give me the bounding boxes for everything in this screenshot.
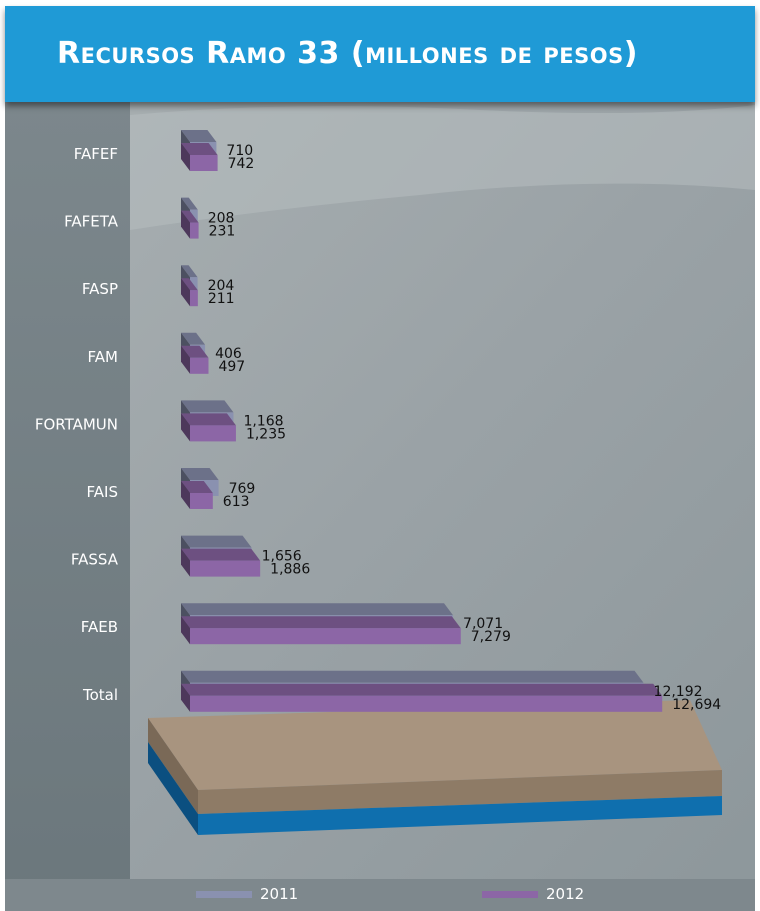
platform-blue-front <box>198 796 722 835</box>
bar-top-face <box>181 481 213 493</box>
bar-top-face <box>181 616 461 629</box>
platform-top <box>148 700 722 790</box>
bar-top-face <box>181 670 644 683</box>
legend-swatch-2011 <box>196 891 252 898</box>
bar-top-face <box>181 265 198 278</box>
platform-blue-left <box>148 742 198 835</box>
bar-front-face <box>190 290 198 307</box>
bar-2012 <box>181 616 461 645</box>
bar-top-face <box>181 130 217 142</box>
legend-swatch-2012 <box>482 891 538 898</box>
bar-front-face <box>190 425 236 442</box>
bar-2012 <box>181 345 209 374</box>
platform-left <box>148 718 198 814</box>
bar-side-face <box>181 345 190 374</box>
value-label-2011: 1,168 <box>243 413 283 429</box>
category-label: FORTAMUN <box>35 415 118 433</box>
value-label-2011: 406 <box>215 346 242 362</box>
bar-front-face <box>190 493 213 509</box>
wall-texture <box>130 105 755 230</box>
value-label-2012: 1,886 <box>270 562 310 578</box>
bar-top-face <box>181 468 219 480</box>
legend-label-2011: 2011 <box>260 885 298 903</box>
platform-front <box>198 770 722 814</box>
bar-top-face <box>181 548 261 561</box>
bar-top-face <box>181 197 198 210</box>
bar-2012 <box>181 481 213 509</box>
bar-top-face <box>181 400 234 413</box>
category-label: FAM <box>88 348 118 366</box>
category-label: FASP <box>82 280 118 298</box>
legend: 2011 2012 <box>5 879 755 911</box>
bar-2012 <box>181 413 236 442</box>
bar-front-face <box>190 155 218 171</box>
platform-base <box>148 700 722 835</box>
bar-2012 <box>181 210 199 239</box>
category-column-background <box>5 100 130 911</box>
value-label-2012: 613 <box>223 494 250 510</box>
bar-2012 <box>181 278 198 307</box>
bar-2012 <box>181 683 663 712</box>
bar-front-face <box>190 628 461 645</box>
bar-side-face <box>181 548 190 577</box>
value-label-2011: 1,656 <box>262 549 302 565</box>
bar-side-face <box>181 481 190 509</box>
category-label: FAFETA <box>64 213 119 231</box>
title-banner: Recursos Ramo 33 (millones de pesos) <box>5 6 755 102</box>
bar-front-face <box>190 695 663 712</box>
bar-side-face <box>181 683 190 712</box>
bar-top-face <box>181 603 454 616</box>
value-label-2011: 204 <box>208 278 235 294</box>
bar-2012 <box>181 143 218 171</box>
bar-side-face <box>181 278 190 307</box>
value-label-2011: 710 <box>226 143 253 159</box>
value-label-2012: 12,694 <box>672 697 721 713</box>
bar-front-face <box>190 560 261 577</box>
bars-group <box>181 130 663 712</box>
bar-side-face <box>181 616 190 645</box>
bar-top-face <box>181 332 206 345</box>
value-label-2012: 211 <box>208 291 235 307</box>
bar-front-face <box>190 222 199 239</box>
bar-2012 <box>181 548 261 577</box>
legend-label-2012: 2012 <box>546 885 584 903</box>
category-label: FAEB <box>81 618 118 636</box>
bar-front-face <box>190 357 209 374</box>
bar-top-face <box>181 143 218 155</box>
value-label-2012: 231 <box>209 224 236 240</box>
bar-side-face <box>181 143 190 171</box>
value-label-2011: 208 <box>208 211 235 227</box>
category-label: FASSA <box>71 551 119 569</box>
bar-side-face <box>181 210 190 239</box>
bar-top-face <box>181 535 252 548</box>
bar-top-face <box>181 345 209 358</box>
category-label: FAIS <box>87 483 118 501</box>
value-label-2011: 7,071 <box>463 616 503 632</box>
bar-top-face <box>181 210 199 223</box>
bar-top-face <box>181 413 236 426</box>
value-label-2012: 742 <box>228 156 255 172</box>
value-label-2012: 7,279 <box>471 629 511 645</box>
value-label-2011: 769 <box>229 481 256 497</box>
chart-title: Recursos Ramo 33 (millones de pesos) <box>57 36 638 71</box>
bar-top-face <box>181 278 198 291</box>
bar-top-face <box>181 683 663 696</box>
category-label: FAFEF <box>74 145 118 163</box>
category-labels: FAFEF FAFETA FASP FAM FORTAMUN FAIS FASSA FAEB T… <box>35 145 119 704</box>
bar-side-face <box>181 413 190 442</box>
category-label: Total <box>82 686 118 704</box>
value-label-2011: 12,192 <box>654 684 703 700</box>
legend-band <box>5 879 755 911</box>
value-label-2012: 497 <box>218 359 245 375</box>
value-label-2012: 1,235 <box>246 426 286 442</box>
